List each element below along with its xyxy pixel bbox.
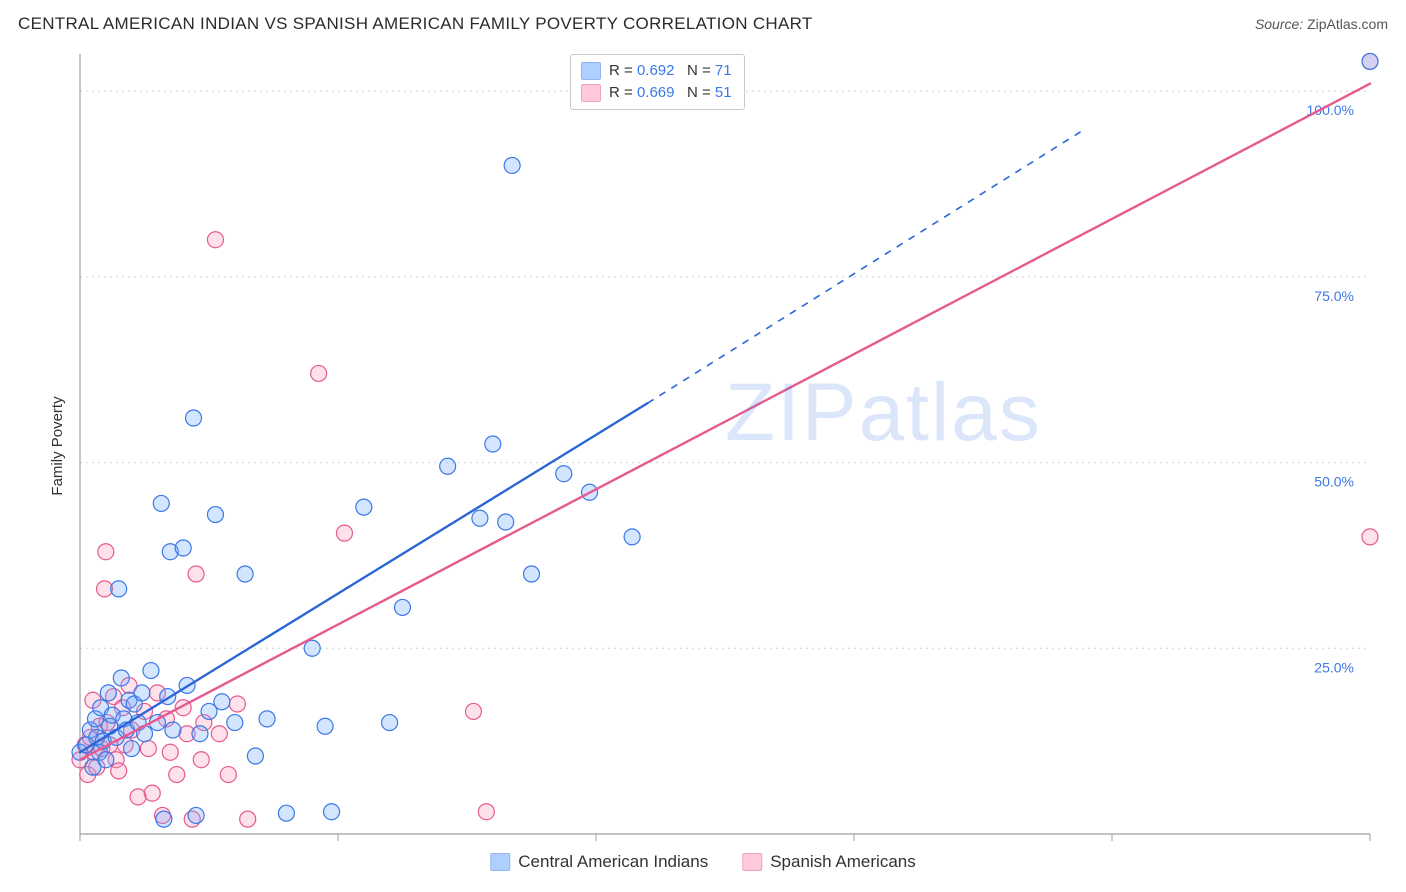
series-legend-item: Central American Indians [490, 852, 708, 872]
scatter-point [207, 232, 223, 248]
scatter-point [498, 514, 514, 530]
legend-swatch [581, 84, 601, 102]
series-legend: Central American Indians Spanish American… [490, 852, 915, 872]
scatter-point [193, 752, 209, 768]
scatter-point [1362, 53, 1378, 69]
y-tick-label: 75.0% [1314, 288, 1354, 304]
scatter-point [382, 715, 398, 731]
scatter-point [227, 715, 243, 731]
scatter-point [440, 458, 456, 474]
scatter-point [556, 466, 572, 482]
scatter-point [478, 804, 494, 820]
series-legend-label: Central American Indians [518, 852, 708, 872]
legend-swatch [581, 62, 601, 80]
scatter-point [624, 529, 640, 545]
scatter-point [175, 540, 191, 556]
scatter-point [143, 663, 159, 679]
scatter-point [134, 685, 150, 701]
legend-swatch [742, 853, 762, 871]
scatter-point [1362, 529, 1378, 545]
scatter-point [465, 703, 481, 719]
source-value: ZipAtlas.com [1307, 16, 1388, 32]
scatter-point [472, 510, 488, 526]
stats-legend-row: R = 0.692 N = 71 [581, 60, 732, 82]
scatter-point [100, 685, 116, 701]
y-tick-label: 50.0% [1314, 474, 1354, 490]
legend-swatch [490, 853, 510, 871]
scatter-point [153, 495, 169, 511]
scatter-point [188, 807, 204, 823]
scatter-point [229, 696, 245, 712]
scatter-point [169, 767, 185, 783]
scatter-point [162, 744, 178, 760]
scatter-point [259, 711, 275, 727]
scatter-point [304, 640, 320, 656]
plot-area: 25.0%50.0%75.0%100.0%0.0%100.0% [50, 44, 1384, 844]
scatter-point [247, 748, 263, 764]
scatter-point [211, 726, 227, 742]
stats-legend-row: R = 0.669 N = 51 [581, 82, 732, 104]
scatter-point [144, 785, 160, 801]
scatter-point [186, 410, 202, 426]
scatter-point [130, 789, 146, 805]
chart-title: CENTRAL AMERICAN INDIAN VS SPANISH AMERI… [18, 14, 813, 34]
source: Source: ZipAtlas.com [1255, 16, 1388, 32]
series-legend-label: Spanish Americans [770, 852, 916, 872]
scatter-point [220, 767, 236, 783]
scatter-point [207, 507, 223, 523]
scatter-point [485, 436, 501, 452]
scatter-point [98, 544, 114, 560]
scatter-point [278, 805, 294, 821]
scatter-point [124, 741, 140, 757]
source-label: Source: [1255, 16, 1303, 32]
scatter-point [317, 718, 333, 734]
stats-legend-text: R = 0.692 N = 71 [609, 60, 732, 82]
scatter-point [156, 811, 172, 827]
scatter-point [524, 566, 540, 582]
y-tick-label: 25.0% [1314, 659, 1354, 675]
scatter-point [188, 566, 204, 582]
scatter-point [395, 599, 411, 615]
stats-legend-text: R = 0.669 N = 51 [609, 82, 732, 104]
scatter-point [356, 499, 372, 515]
scatter-point [240, 811, 256, 827]
scatter-point [111, 581, 127, 597]
scatter-point [98, 752, 114, 768]
scatter-point [113, 670, 129, 686]
scatter-point [504, 157, 520, 173]
scatter-point [165, 722, 181, 738]
trend-line [80, 84, 1370, 760]
scatter-point [324, 804, 340, 820]
title-bar: CENTRAL AMERICAN INDIAN VS SPANISH AMERI… [18, 14, 1388, 34]
trend-line [80, 403, 648, 752]
chart-container: CENTRAL AMERICAN INDIAN VS SPANISH AMERI… [0, 0, 1406, 892]
scatter-point [192, 726, 208, 742]
scatter-plot-svg: 25.0%50.0%75.0%100.0%0.0%100.0% [50, 44, 1384, 844]
scatter-point [336, 525, 352, 541]
series-legend-item: Spanish Americans [742, 852, 916, 872]
scatter-point [311, 365, 327, 381]
scatter-point [237, 566, 253, 582]
scatter-point [140, 741, 156, 757]
stats-legend: R = 0.692 N = 71R = 0.669 N = 51 [570, 54, 745, 110]
scatter-point [111, 763, 127, 779]
scatter-point [214, 694, 230, 710]
